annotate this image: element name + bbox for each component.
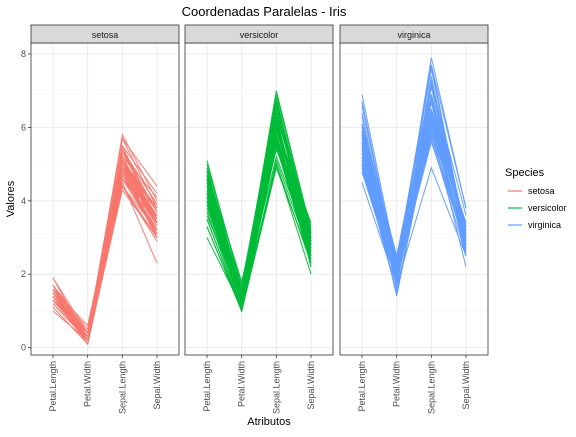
series-line <box>206 158 312 309</box>
series-lines <box>52 133 158 346</box>
series-line <box>206 101 312 293</box>
facet-panel-setosa: setosa Petal.Length Petal.Width Sepal.Lengt… <box>30 24 180 414</box>
series-line <box>206 119 312 301</box>
legend-title: Species <box>505 167 545 179</box>
series-line <box>361 166 467 287</box>
legend-label-setosa: setosa <box>528 186 555 196</box>
x-tick-label: Petal.Width <box>392 361 402 407</box>
series-line <box>361 129 467 282</box>
x-tick-label: Petal.Length <box>48 361 58 412</box>
chart-title: Coordenadas Paralelas - Iris <box>182 4 347 19</box>
series-line <box>361 101 467 266</box>
facet-strip-label: virginica <box>397 30 430 40</box>
facet-strip-label: setosa <box>92 30 119 40</box>
series-lines <box>206 90 312 313</box>
series-line <box>206 136 312 302</box>
x-tick-label: Sepal.Length <box>426 361 436 414</box>
series-line <box>361 118 467 266</box>
facet-strip-label: versicolor <box>240 30 279 40</box>
legend: Species setosa versicolor virginica <box>505 167 567 230</box>
x-tick-label: Sepal.Length <box>271 361 281 414</box>
facet-strip <box>339 24 489 44</box>
series-line <box>361 101 467 258</box>
x-tick-label: Petal.Length <box>202 361 212 412</box>
legend-label-virginica: virginica <box>528 220 561 230</box>
facet-strip <box>184 24 334 44</box>
series-line <box>206 162 312 313</box>
series-line <box>52 162 158 342</box>
y-axis: 0 2 4 6 8 <box>21 49 31 353</box>
x-tick-label: Sepal.Width <box>152 361 162 410</box>
facet-strip <box>30 24 180 44</box>
x-tick-label: Petal.Width <box>83 361 93 407</box>
y-axis-title: Valores <box>5 180 17 217</box>
x-tick-label: Sepal.Length <box>117 361 127 414</box>
facet-panel-versicolor: versicolor Petal.Length Petal.Width Sepal.L… <box>184 24 334 414</box>
y-tick-label: 2 <box>21 269 26 279</box>
x-axis-title: Atributos <box>247 416 291 428</box>
series-line <box>206 145 312 313</box>
x-tick-label: Sepal.Width <box>306 361 316 410</box>
y-tick-label: 0 <box>21 343 26 353</box>
legend-label-versicolor: versicolor <box>528 203 567 213</box>
x-tick-label: Petal.Width <box>237 361 247 407</box>
series-line <box>361 64 467 264</box>
facet-panels: setosa Petal.Length Petal.Width Sepal.Lengt… <box>21 24 489 414</box>
series-lines <box>361 57 467 297</box>
x-tick-label: Petal.Length <box>357 361 367 412</box>
y-tick-label: 6 <box>21 122 26 132</box>
series-line <box>52 151 158 342</box>
series-line <box>52 185 158 342</box>
y-tick-label: 8 <box>21 49 26 59</box>
y-tick-label: 4 <box>21 196 26 206</box>
facet-panel-virginica: virginica Petal.Length Petal.Width Sepal.Le… <box>339 24 489 414</box>
x-tick-label: Sepal.Width <box>461 361 471 410</box>
